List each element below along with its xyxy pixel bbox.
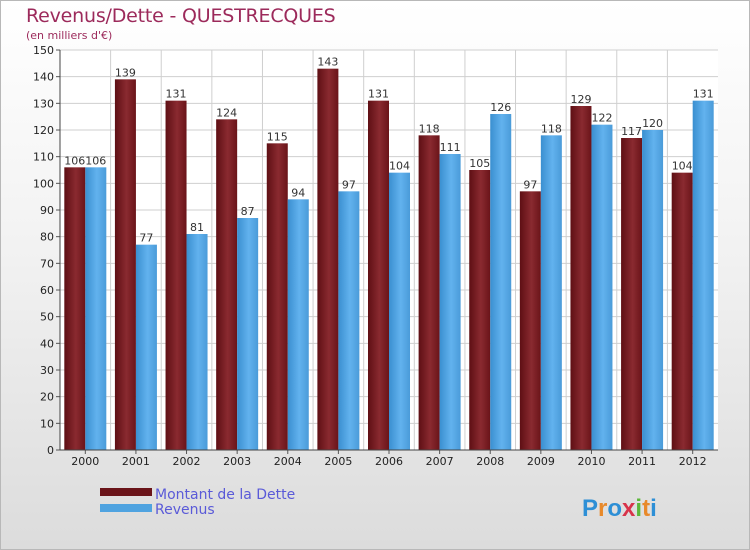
- data-label-dette: 117: [621, 125, 642, 138]
- data-label-revenus: 120: [642, 117, 663, 130]
- bar-dette: [469, 170, 491, 450]
- data-label-dette: 131: [166, 88, 187, 101]
- x-tick-label: 2006: [375, 455, 403, 468]
- data-label-dette: 131: [368, 88, 389, 101]
- x-tick-label: 2001: [122, 455, 150, 468]
- data-label-dette: 129: [570, 93, 591, 106]
- bar-dette: [64, 167, 86, 451]
- bar-dette: [266, 143, 288, 451]
- legend-swatch-revenus: [100, 504, 152, 512]
- y-tick-label: 10: [40, 417, 54, 430]
- bar-revenus: [490, 114, 512, 450]
- data-label-revenus: 94: [291, 186, 305, 199]
- x-tick-label: 2008: [476, 455, 504, 468]
- x-tick-label: 2004: [274, 455, 302, 468]
- legend-swatch-dette: [100, 488, 152, 496]
- y-tick-label: 150: [33, 44, 54, 57]
- bar-revenus: [287, 199, 309, 450]
- bar-dette: [317, 68, 339, 451]
- legend-label-revenus: Revenus: [155, 502, 215, 518]
- x-tick-label: 2002: [173, 455, 201, 468]
- y-tick-label: 50: [40, 311, 54, 324]
- bar-dette: [570, 106, 592, 450]
- x-tick-label: 2011: [628, 455, 656, 468]
- data-label-dette: 124: [216, 106, 237, 119]
- bar-dette: [671, 172, 693, 450]
- bar-revenus: [642, 130, 664, 450]
- data-label-revenus: 122: [591, 112, 612, 125]
- y-tick-label: 70: [40, 257, 54, 270]
- data-label-revenus: 77: [139, 232, 153, 245]
- bar-dette: [114, 79, 136, 450]
- bar-revenus: [85, 167, 107, 451]
- y-tick-label: 120: [33, 124, 54, 137]
- y-tick-label: 40: [40, 337, 54, 350]
- data-label-revenus: 97: [342, 178, 356, 191]
- bar-revenus: [439, 154, 461, 450]
- bar-revenus: [338, 191, 360, 451]
- legend-label-dette: Montant de la Dette: [155, 487, 295, 503]
- x-tick-label: 2010: [577, 455, 605, 468]
- proxiti-logo-text: Proxiti: [582, 495, 657, 522]
- bar-revenus: [591, 124, 613, 451]
- data-label-dette: 139: [115, 66, 136, 79]
- x-tick-label: 2005: [324, 455, 352, 468]
- bar-revenus: [237, 218, 259, 450]
- x-tick-label: 2009: [527, 455, 555, 468]
- bar-dette: [621, 138, 643, 450]
- data-label-revenus: 87: [241, 205, 255, 218]
- y-tick-label: 30: [40, 364, 54, 377]
- y-tick-label: 110: [33, 151, 54, 164]
- chart-title: Revenus/Dette - QUESTRECQUES: [26, 5, 336, 27]
- data-label-revenus: 111: [440, 141, 461, 154]
- x-tick-label: 2007: [426, 455, 454, 468]
- bar-dette: [368, 100, 389, 451]
- proxiti-logo: Proxiti: [582, 495, 657, 522]
- data-label-revenus: 81: [190, 221, 204, 234]
- data-label-dette: 115: [267, 130, 288, 143]
- chart-subtitle: (en milliers d'€): [26, 29, 113, 42]
- x-tick-label: 2000: [71, 455, 99, 468]
- data-label-revenus: 126: [490, 101, 511, 114]
- y-tick-label: 80: [40, 231, 54, 244]
- bar-dette: [519, 191, 541, 451]
- data-label-revenus: 104: [389, 160, 410, 173]
- y-tick-label: 90: [40, 204, 54, 217]
- data-label-dette: 104: [672, 160, 693, 173]
- y-tick-label: 100: [33, 177, 54, 190]
- x-tick-label: 2003: [223, 455, 251, 468]
- bar-dette: [418, 135, 440, 451]
- bar-dette: [216, 119, 238, 450]
- data-label-dette: 97: [523, 178, 537, 191]
- y-tick-label: 130: [33, 97, 54, 110]
- y-tick-label: 140: [33, 71, 54, 84]
- x-tick-label: 2012: [679, 455, 707, 468]
- y-tick-label: 20: [40, 391, 54, 404]
- y-tick-label: 0: [47, 444, 54, 457]
- bar-dette: [165, 100, 187, 451]
- bar-revenus: [540, 135, 562, 451]
- bar-revenus: [135, 244, 157, 450]
- bar-revenus: [692, 100, 714, 451]
- data-label-revenus: 118: [541, 122, 562, 135]
- bar-revenus: [389, 172, 410, 450]
- data-label-dette: 118: [419, 122, 440, 135]
- data-label-revenus: 131: [693, 88, 714, 101]
- data-label-dette: 105: [469, 157, 490, 170]
- y-tick-label: 60: [40, 284, 54, 297]
- data-label-dette: 106: [64, 154, 85, 167]
- data-label-dette: 143: [317, 56, 338, 69]
- bar-revenus: [186, 234, 208, 450]
- data-label-revenus: 106: [85, 154, 106, 167]
